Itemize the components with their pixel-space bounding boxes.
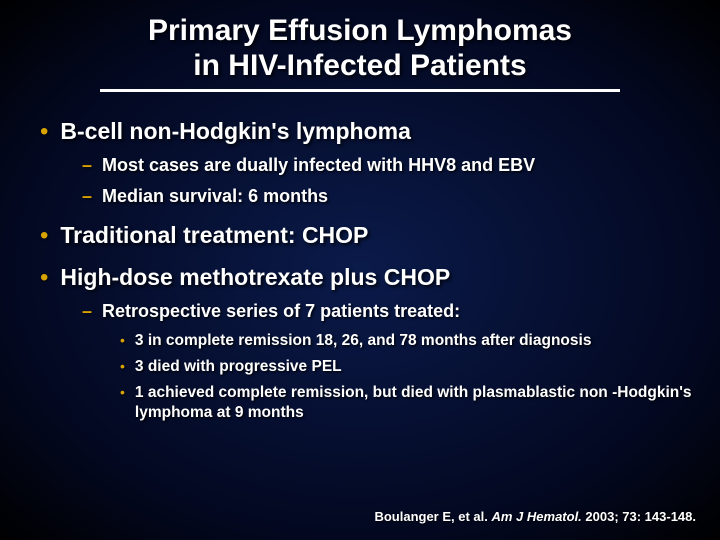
citation: Boulanger E, et al. Am J Hematol. 2003; … (374, 509, 696, 524)
title-line-1: Primary Effusion Lymphomas (148, 14, 572, 47)
bullet-1-sub-1-text: Most cases are dually infected with HHV8… (102, 154, 535, 177)
title-block: Primary Effusion Lymphomas in HIV-Infect… (0, 0, 720, 100)
bullet-3-sub-1-sub-1: • 3 in complete remission 18, 26, and 78… (120, 331, 700, 351)
bullet-3-sub-1-text: Retrospective series of 7 patients treat… (102, 300, 460, 323)
bullet-2-text: Traditional treatment: CHOP (60, 222, 368, 250)
bullet-1-sub-2-text: Median survival: 6 months (102, 185, 328, 208)
bullet-3: • High-dose methotrexate plus CHOP – Ret… (40, 264, 700, 424)
slide-title: Primary Effusion Lymphomas in HIV-Infect… (60, 14, 660, 83)
citation-rest: 2003; 73: 143-148. (582, 509, 696, 524)
bullet-1-sub-2: – Median survival: 6 months (82, 185, 700, 208)
bullet-3-sub-1-sub-2-text: 3 died with progressive PEL (135, 357, 342, 377)
bullet-icon: • (40, 266, 48, 290)
small-bullet-icon: • (120, 383, 125, 401)
bullet-icon: • (40, 120, 48, 144)
bullet-3-sub-1-sub-3: • 1 achieved complete remission, but die… (120, 383, 700, 423)
bullet-1-sub-1: – Most cases are dually infected with HH… (82, 154, 700, 177)
bullet-3-sub-1-sub-3-text: 1 achieved complete remission, but died … (135, 383, 700, 423)
small-bullet-icon: • (120, 331, 125, 349)
bullet-2: • Traditional treatment: CHOP (40, 222, 700, 250)
small-bullet-icon: • (120, 357, 125, 375)
bullet-3-text: High-dose methotrexate plus CHOP (60, 264, 450, 292)
bullet-1: • B-cell non-Hodgkin's lymphoma – Most c… (40, 118, 700, 208)
title-line-2: in HIV-Infected Patients (193, 49, 526, 82)
bullet-icon: • (40, 224, 48, 248)
bullet-3-sub-1-sub-1-text: 3 in complete remission 18, 26, and 78 m… (135, 331, 592, 351)
citation-author: Boulanger E, et al. (374, 509, 491, 524)
bullet-3-sub-1-sub-2: • 3 died with progressive PEL (120, 357, 700, 377)
bullet-3-sub-1: – Retrospective series of 7 patients tre… (82, 300, 700, 323)
dash-icon: – (82, 300, 92, 323)
citation-journal: Am J Hematol. (491, 509, 581, 524)
dash-icon: – (82, 154, 92, 177)
bullet-1-text: B-cell non-Hodgkin's lymphoma (60, 118, 411, 146)
content-area: • B-cell non-Hodgkin's lymphoma – Most c… (0, 100, 720, 424)
dash-icon: – (82, 185, 92, 208)
title-underline (100, 89, 620, 92)
